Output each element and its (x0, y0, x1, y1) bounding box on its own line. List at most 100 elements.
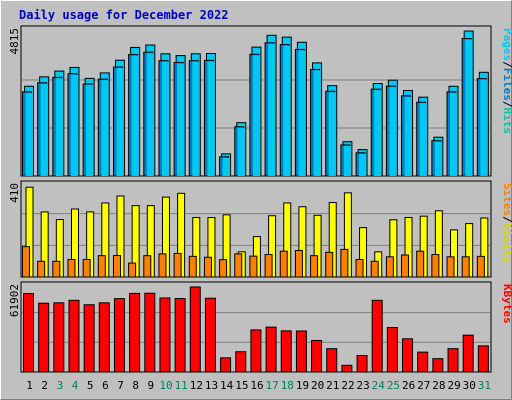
x-tick-label-day-3: 3 (57, 379, 64, 392)
bar-sites-day-20 (310, 255, 319, 278)
bar-sites-day-23 (355, 258, 364, 278)
x-tick-label-day-16: 16 (250, 379, 263, 392)
bar-kbytes-day-9 (144, 292, 156, 373)
bar-kbytes-day-26 (402, 338, 414, 373)
bar-sites-day-31 (476, 255, 485, 278)
bar-pages-day-25 (389, 87, 397, 176)
bar-sites-day-8 (128, 262, 137, 278)
panel-middle-ymax-label: 410 (8, 183, 21, 203)
bar-pages-day-14 (222, 157, 230, 176)
bar-kbytes-day-3 (53, 302, 65, 373)
panel-middle-bars (22, 186, 489, 278)
x-tick-label-day-14: 14 (220, 379, 234, 392)
chart-panels: 4815Pages/Files/Hits410Sites/Visits61902… (8, 25, 512, 373)
bar-sites-day-11 (173, 252, 182, 278)
bar-kbytes-day-22 (341, 364, 353, 373)
bar-sites-day-26 (401, 254, 410, 278)
bar-pages-day-6 (101, 80, 109, 176)
bar-kbytes-day-27 (417, 351, 429, 373)
panel-top-bars (22, 30, 489, 177)
bar-pages-day-1 (25, 92, 33, 176)
x-tick-label-day-29: 29 (447, 379, 460, 392)
x-tick-label-day-25: 25 (387, 379, 400, 392)
legend-pages-0: Pages (501, 28, 512, 61)
bar-sites-day-24 (370, 260, 379, 278)
bar-kbytes-day-20 (311, 339, 323, 373)
bar-sites-day-17 (264, 254, 273, 278)
x-tick-label-day-27: 27 (417, 379, 430, 392)
bar-pages-day-17 (268, 43, 276, 176)
bar-pages-day-15 (237, 127, 245, 176)
bar-kbytes-day-31 (477, 345, 489, 373)
bar-pages-day-3 (55, 78, 63, 176)
bar-pages-day-28 (434, 141, 442, 176)
bar-kbytes-day-12 (189, 286, 201, 373)
x-tick-label-day-30: 30 (463, 379, 476, 392)
legend-separator-1: / (501, 216, 512, 223)
bar-kbytes-day-10 (159, 297, 171, 373)
bar-pages-day-5 (86, 85, 94, 176)
bar-pages-day-18 (283, 45, 291, 177)
bar-kbytes-day-29 (447, 348, 459, 373)
bar-kbytes-day-18 (280, 330, 292, 373)
bar-sites-day-29 (446, 256, 455, 278)
bar-pages-day-26 (404, 96, 412, 176)
bar-kbytes-day-15 (235, 351, 247, 373)
bar-kbytes-day-6 (98, 302, 110, 373)
bar-sites-day-1 (22, 246, 30, 278)
bar-sites-day-30 (461, 256, 470, 278)
bar-pages-day-20 (313, 70, 321, 176)
bar-kbytes-day-16 (250, 329, 262, 373)
x-tick-label-day-13: 13 (205, 379, 218, 392)
x-tick-label-day-28: 28 (432, 379, 445, 392)
bar-sites-day-13 (203, 256, 212, 278)
x-tick-label-day-2: 2 (41, 379, 48, 392)
bar-pages-day-2 (40, 83, 48, 176)
bar-pages-day-21 (328, 92, 336, 176)
bar-kbytes-day-5 (83, 304, 95, 373)
x-tick-label-day-21: 21 (326, 379, 339, 392)
bar-pages-day-23 (359, 153, 367, 176)
bar-pages-day-29 (450, 92, 458, 176)
legend-kbytes-0: KBytes (501, 284, 512, 324)
panel-top-ymax-label: 4815 (8, 28, 21, 55)
legend-separator-1: / (501, 61, 512, 68)
x-axis-labels: 1 2 3 4 5 6 7 8 9 10 11 12 13 14 15 16 17 18 19 20 21 22 23 24 2… (26, 379, 491, 392)
x-tick-label-day-4: 4 (72, 379, 79, 392)
bar-pages-day-7 (116, 68, 124, 176)
bar-pages-day-9 (146, 53, 154, 176)
panel-middle-legend-label: Sites/Visits (501, 183, 512, 263)
bar-pages-day-31 (480, 79, 488, 176)
bar-kbytes-day-19 (295, 330, 307, 373)
x-tick-label-day-17: 17 (266, 379, 279, 392)
bar-kbytes-day-24 (371, 299, 383, 373)
x-tick-label-day-1: 1 (26, 379, 33, 392)
x-tick-label-day-5: 5 (87, 379, 94, 392)
bar-kbytes-day-8 (129, 292, 141, 373)
bar-kbytes-day-28 (432, 358, 444, 373)
legend-hits-4: Hits (501, 108, 512, 135)
bar-sites-day-15 (234, 253, 243, 278)
x-tick-label-day-24: 24 (372, 379, 386, 392)
bar-kbytes-day-17 (265, 326, 277, 373)
x-tick-label-day-19: 19 (296, 379, 309, 392)
bar-sites-day-12 (188, 255, 197, 278)
bar-sites-day-14 (219, 259, 228, 278)
bar-sites-day-3 (52, 260, 61, 278)
bar-kbytes-day-30 (462, 334, 474, 373)
bar-sites-day-27 (416, 250, 425, 278)
bar-sites-day-16 (249, 255, 258, 278)
bar-kbytes-day-25 (386, 327, 398, 373)
bar-sites-day-4 (67, 258, 76, 278)
x-tick-label-day-11: 11 (175, 379, 188, 392)
legend-sites-0: Sites (501, 183, 512, 216)
x-tick-label-day-22: 22 (341, 379, 354, 392)
legend-visits-2: Visits (501, 223, 512, 263)
bar-pages-day-12 (192, 61, 200, 176)
panel-bottom: 61902 KBytes (8, 281, 512, 373)
x-tick-label-day-12: 12 (190, 379, 203, 392)
panel-top-legend-label: Pages/Files/Hits (501, 28, 512, 134)
bar-sites-day-10 (158, 253, 167, 278)
